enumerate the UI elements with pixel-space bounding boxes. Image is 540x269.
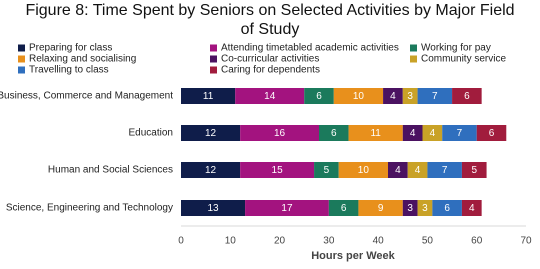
bar-segment	[402, 125, 423, 141]
data-label: 4	[410, 128, 416, 139]
data-label: 3	[407, 91, 413, 102]
bar-segment	[407, 162, 428, 178]
data-label: 9	[378, 203, 384, 214]
y-tick-label: Science, Engineering and Technology	[6, 203, 173, 214]
chart-title: of Study	[241, 21, 300, 38]
legend-swatch	[18, 66, 25, 74]
data-label: 5	[471, 165, 477, 176]
bar-segment	[240, 162, 315, 178]
bar-segment	[319, 125, 349, 141]
legend-swatch	[18, 55, 25, 63]
data-label: 4	[395, 165, 401, 176]
data-label: 11	[370, 128, 381, 139]
bar-segment	[181, 162, 241, 178]
bar-segment	[240, 125, 319, 141]
data-label: 6	[464, 91, 470, 102]
data-label: 14	[264, 91, 276, 102]
bar-segment	[427, 162, 462, 178]
legend-label: Caring for dependents	[221, 65, 320, 76]
x-tick-label: 20	[274, 236, 286, 247]
x-tick-label: 10	[225, 236, 237, 247]
data-label: 4	[469, 203, 475, 214]
data-label: 7	[457, 128, 463, 139]
legend-swatch	[210, 66, 217, 74]
bar-segment	[348, 125, 403, 141]
x-tick-label: 70	[520, 236, 532, 247]
legend-label: Travelling to class	[29, 65, 109, 76]
bar-segment	[245, 200, 329, 216]
legend-swatch	[210, 44, 217, 52]
bar-segment	[235, 88, 305, 104]
data-label: 10	[358, 165, 370, 176]
legend-swatch	[18, 44, 25, 52]
bar-segment	[476, 125, 507, 141]
x-tick-label: 30	[323, 236, 335, 247]
chart-title-line: of Study	[241, 21, 300, 38]
bar-segment	[432, 200, 462, 216]
data-label: 5	[324, 165, 330, 176]
legend-label: Community service	[421, 54, 506, 65]
bar-segment	[314, 162, 339, 178]
chart-title: Figure 8: Time Spent by Seniors on Selec…	[25, 2, 514, 19]
x-tick-label: 0	[178, 236, 184, 247]
data-label: 7	[432, 91, 438, 102]
data-label: 12	[205, 128, 217, 139]
data-label: 3	[407, 203, 413, 214]
bar-segment	[181, 88, 236, 104]
x-axis-label: Hours per Week	[311, 250, 395, 262]
data-label: 10	[353, 91, 365, 102]
bar-segment	[402, 200, 418, 216]
bar-segment	[461, 200, 482, 216]
bar-segment	[358, 200, 403, 216]
data-label: 16	[274, 128, 286, 139]
bar-segment	[452, 88, 482, 104]
data-label: 4	[430, 128, 436, 139]
x-tick-label: 50	[422, 236, 434, 247]
data-label: 6	[331, 128, 337, 139]
bar-segment	[461, 162, 487, 178]
bar-segment	[181, 200, 246, 216]
y-tick-label: Business, Commerce and Management	[0, 91, 173, 102]
legend-swatch	[410, 44, 417, 52]
bar-segment	[402, 88, 418, 104]
bar-segment	[333, 88, 384, 104]
bar-segment	[383, 88, 403, 104]
bar-segment	[442, 125, 477, 141]
bar-segment	[422, 125, 443, 141]
data-label: 11	[203, 91, 214, 102]
data-label: 6	[341, 203, 347, 214]
data-label: 15	[272, 165, 284, 176]
data-label: 6	[444, 203, 450, 214]
x-tick-label: 60	[471, 236, 483, 247]
data-label: 17	[281, 203, 293, 214]
legend-label: Attending timetabled academic activities	[221, 43, 399, 54]
chart-title-line: Figure 8: Time Spent by Seniors on Selec…	[25, 2, 514, 19]
data-label: 4	[390, 91, 396, 102]
legend-label: Co-curricular activities	[221, 54, 319, 65]
bar-segment	[417, 200, 433, 216]
bar-segment	[338, 162, 388, 178]
data-label: 7	[442, 165, 448, 176]
data-label: 3	[422, 203, 428, 214]
legend-label: Working for pay	[421, 43, 491, 54]
y-tick-label: Human and Social Sciences	[48, 165, 173, 176]
legend-label: Preparing for class	[29, 43, 112, 54]
data-label: 6	[489, 128, 495, 139]
legend-swatch	[410, 55, 417, 63]
y-tick-label: Education	[129, 128, 173, 139]
data-label: 13	[207, 203, 219, 214]
bar-segment	[181, 125, 241, 141]
bar-segment	[388, 162, 408, 178]
data-label: 12	[205, 165, 217, 176]
legend-swatch	[210, 55, 217, 63]
data-label: 6	[316, 91, 322, 102]
bar-segment	[328, 200, 359, 216]
legend-label: Relaxing and socialising	[29, 54, 136, 65]
x-tick-label: 40	[373, 236, 385, 247]
data-label: 4	[415, 165, 421, 176]
bar-segment	[417, 88, 453, 104]
bar-segment	[304, 88, 334, 104]
